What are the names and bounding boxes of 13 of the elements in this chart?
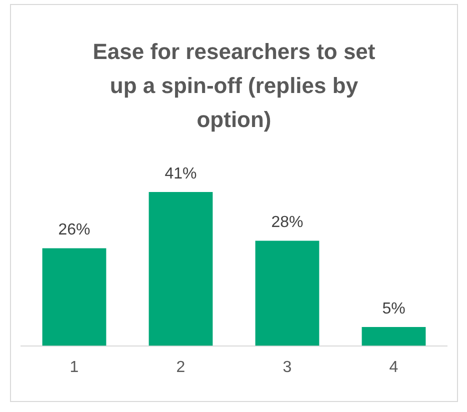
x-tick-label: 2 <box>176 358 186 376</box>
data-label: 5% <box>382 300 406 318</box>
x-tick-label: 1 <box>70 358 79 376</box>
x-tick-label: 3 <box>282 358 292 376</box>
bar <box>255 240 320 346</box>
x-tick-label: 4 <box>389 358 398 376</box>
data-label: 41% <box>164 165 197 182</box>
data-label: 26% <box>58 222 90 239</box>
bar <box>42 248 106 346</box>
bar <box>148 192 213 346</box>
bar <box>362 327 426 346</box>
chart-title: Ease for researchers to set up a spin-off (replies by option) <box>92 38 376 134</box>
data-label: 28% <box>271 214 304 232</box>
